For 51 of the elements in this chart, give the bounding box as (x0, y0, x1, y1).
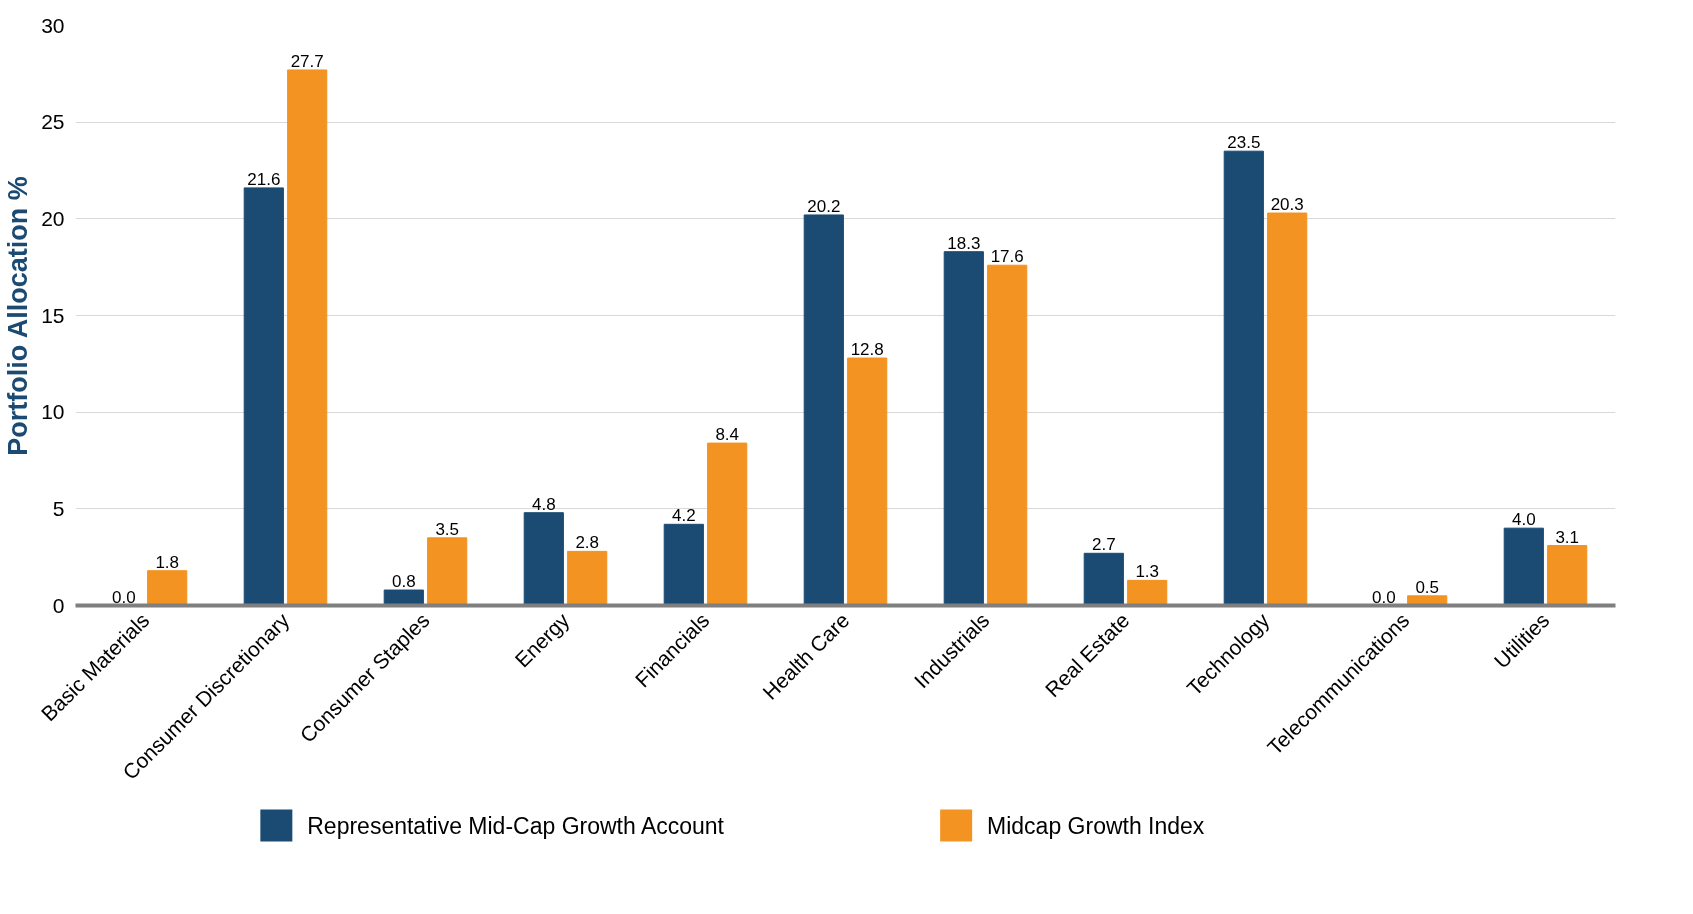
bar (427, 537, 468, 606)
data-label: 2.8 (575, 533, 600, 553)
bar (383, 589, 424, 606)
bar (707, 442, 748, 606)
bar (943, 251, 984, 606)
y-axis-title: Portfolio Allocation % (3, 176, 34, 456)
bar (663, 523, 704, 606)
data-label: 0.8 (391, 572, 416, 592)
bar (1083, 552, 1124, 606)
legend-label: Midcap Growth Index (987, 812, 1205, 839)
data-label: 21.6 (247, 169, 281, 189)
y-tick-label: 30 (41, 13, 65, 37)
data-label: 12.8 (850, 340, 884, 360)
data-label: 1.3 (1135, 562, 1160, 582)
bar (243, 187, 284, 606)
data-label: 17.6 (990, 247, 1024, 267)
y-tick-label: 10 (41, 400, 65, 424)
data-label: 1.8 (155, 552, 180, 572)
y-tick-label: 5 (52, 496, 65, 520)
bar (987, 264, 1028, 606)
bar (1503, 527, 1544, 606)
y-tick-label: 20 (41, 206, 65, 230)
bar (523, 512, 564, 606)
bar (1547, 545, 1588, 606)
data-label: 8.4 (715, 425, 740, 445)
bar (1267, 212, 1308, 606)
bar (1127, 579, 1168, 606)
data-label: 0.5 (1415, 577, 1440, 597)
y-tick-label: 25 (41, 110, 65, 134)
data-label: 3.5 (435, 519, 460, 539)
data-label: 3.1 (1555, 527, 1580, 547)
data-label: 20.3 (1270, 195, 1304, 215)
data-label: 27.7 (290, 51, 324, 71)
bar (147, 570, 188, 606)
data-label: 23.5 (1227, 133, 1261, 153)
bar (287, 69, 328, 606)
data-label: 18.3 (947, 233, 981, 253)
legend-label: Representative Mid-Cap Growth Account (307, 812, 725, 839)
bar (567, 550, 608, 606)
data-label: 0.0 (1371, 587, 1396, 607)
data-label: 4.8 (531, 494, 556, 514)
data-label: 4.2 (671, 506, 696, 526)
y-tick-label: 0 (52, 593, 65, 617)
bar (803, 214, 844, 606)
data-label: 0.0 (111, 587, 136, 607)
data-label: 2.7 (1091, 535, 1116, 555)
data-label: 4.0 (1511, 510, 1536, 530)
data-label: 20.2 (807, 196, 841, 216)
y-tick-label: 15 (41, 303, 65, 327)
bar (847, 357, 888, 606)
bar (1223, 150, 1264, 606)
